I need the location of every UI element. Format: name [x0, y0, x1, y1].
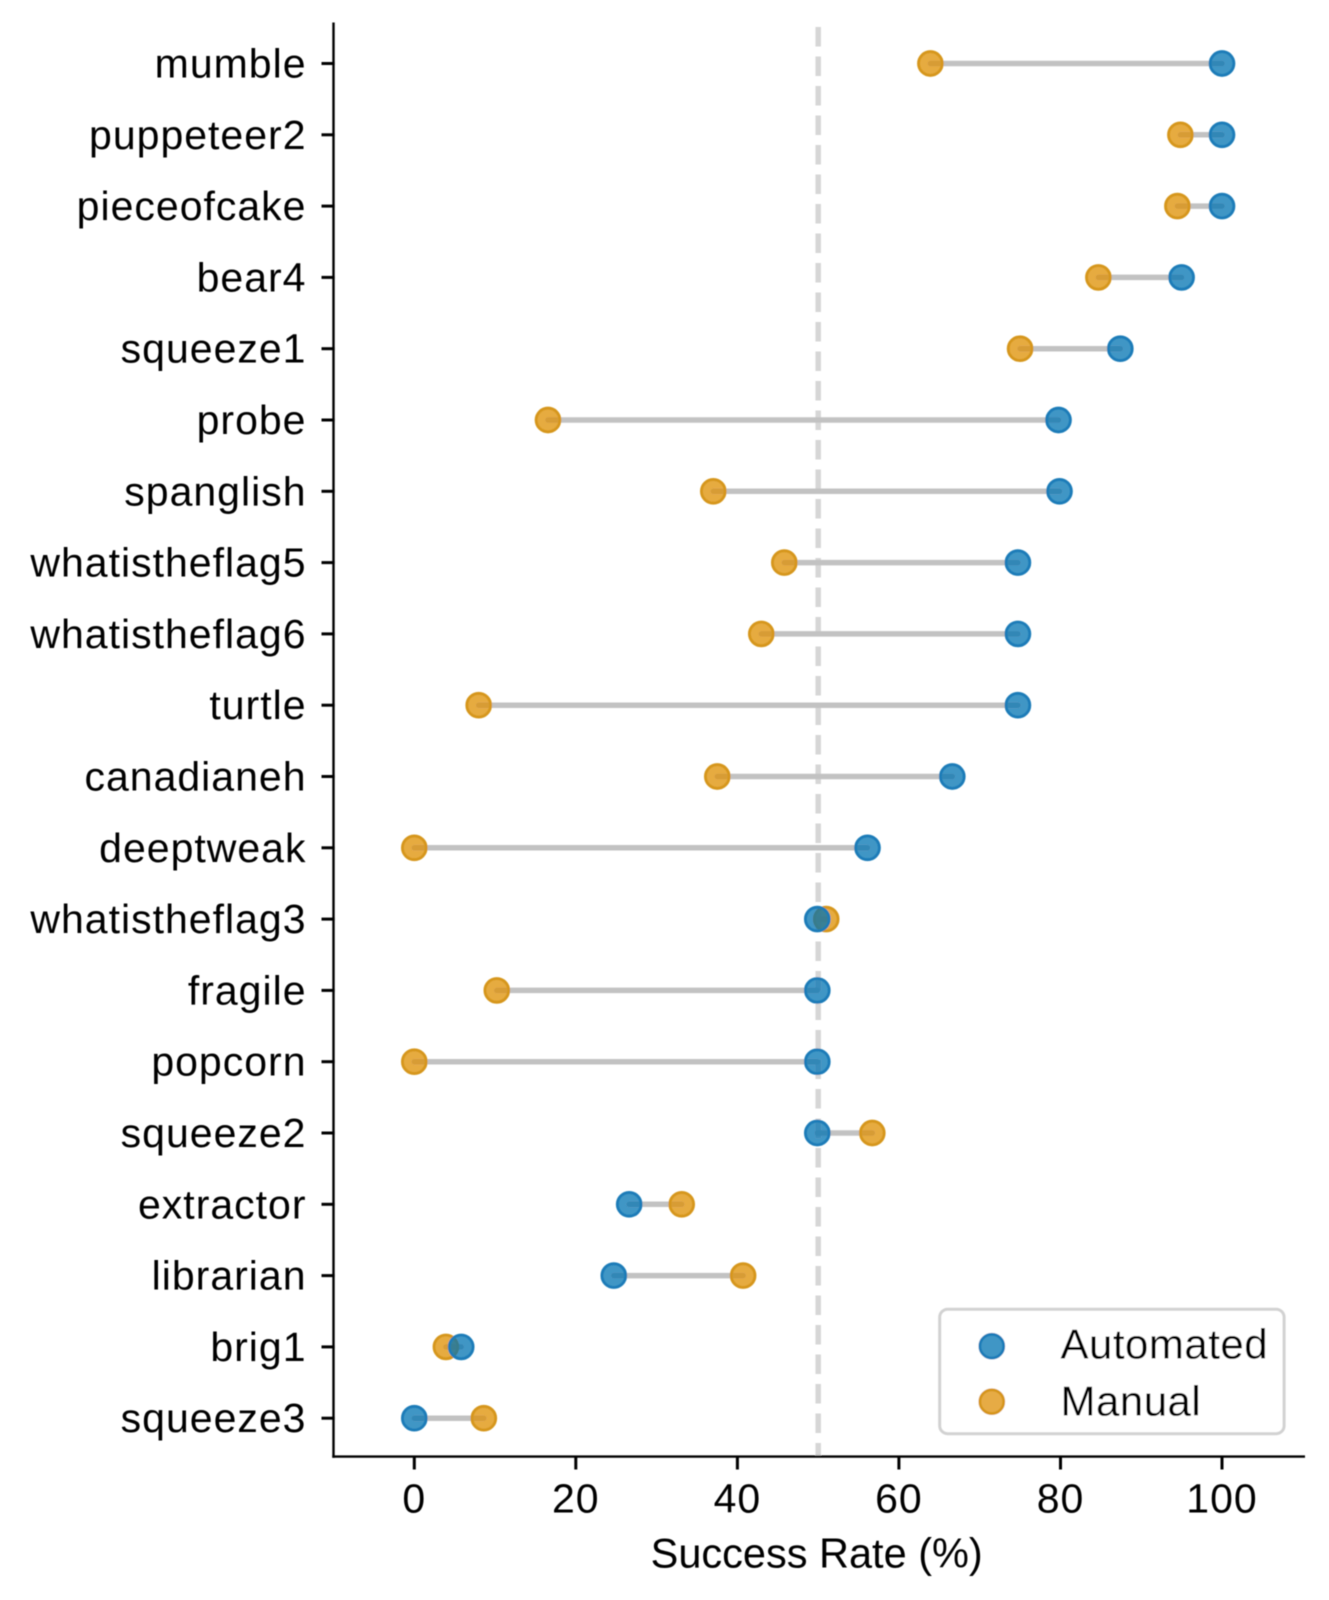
svg-text:whatistheflag3: whatistheflag3	[29, 896, 306, 942]
svg-text:whatistheflag6: whatistheflag6	[29, 611, 306, 657]
svg-text:deeptweak: deeptweak	[99, 825, 306, 871]
svg-text:extractor: extractor	[138, 1181, 307, 1227]
svg-text:squeeze1: squeeze1	[121, 326, 307, 372]
svg-text:100: 100	[1186, 1476, 1257, 1522]
svg-text:20: 20	[552, 1476, 600, 1522]
svg-text:canadianeh: canadianeh	[84, 754, 306, 800]
svg-text:80: 80	[1037, 1476, 1085, 1522]
svg-text:Manual: Manual	[1061, 1378, 1202, 1425]
svg-text:librarian: librarian	[152, 1253, 307, 1299]
svg-text:turtle: turtle	[209, 682, 306, 728]
svg-text:40: 40	[714, 1476, 762, 1522]
svg-text:puppeteer2: puppeteer2	[89, 112, 306, 158]
svg-text:whatistheflag5: whatistheflag5	[29, 540, 306, 586]
svg-text:brig1: brig1	[210, 1324, 306, 1370]
svg-text:Automated: Automated	[1061, 1321, 1269, 1368]
svg-text:mumble: mumble	[155, 41, 307, 87]
svg-text:squeeze2: squeeze2	[121, 1110, 307, 1156]
svg-text:pieceofcake: pieceofcake	[77, 183, 307, 229]
svg-text:60: 60	[875, 1476, 923, 1522]
svg-text:squeeze3: squeeze3	[121, 1395, 307, 1441]
svg-text:popcorn: popcorn	[151, 1039, 306, 1085]
svg-text:fragile: fragile	[188, 967, 307, 1013]
svg-text:spanglish: spanglish	[124, 468, 306, 514]
svg-text:Success Rate (%): Success Rate (%)	[651, 1530, 983, 1577]
svg-text:bear4: bear4	[197, 254, 307, 300]
svg-text:probe: probe	[197, 397, 307, 443]
svg-text:0: 0	[402, 1476, 426, 1522]
